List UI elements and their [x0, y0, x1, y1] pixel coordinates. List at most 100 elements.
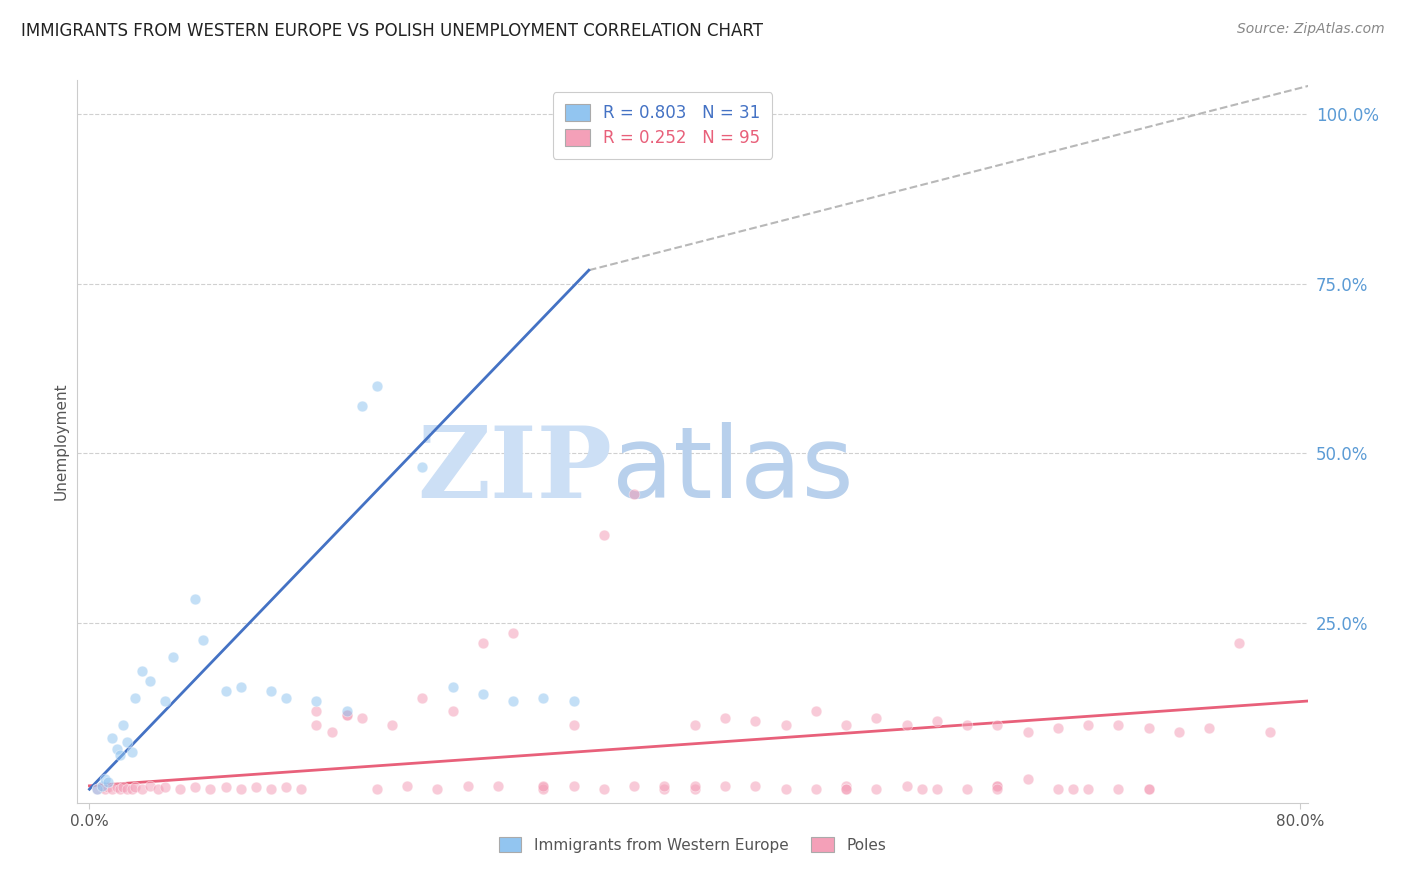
Point — [411, 460, 433, 475]
Point — [153, 780, 176, 795]
Point — [260, 684, 283, 698]
Point — [350, 711, 373, 725]
Point — [531, 690, 554, 705]
Point — [336, 707, 359, 722]
Point — [101, 782, 124, 797]
Point — [502, 694, 524, 708]
Point — [744, 714, 766, 729]
Point — [1258, 724, 1281, 739]
Point — [1017, 724, 1039, 739]
Point — [1137, 782, 1160, 797]
Point — [411, 690, 433, 705]
Point — [486, 779, 509, 793]
Point — [683, 782, 706, 797]
Point — [290, 782, 312, 797]
Point — [1077, 718, 1099, 732]
Point — [1168, 724, 1191, 739]
Point — [105, 780, 128, 795]
Point — [441, 704, 464, 718]
Point — [562, 718, 585, 732]
Point — [162, 649, 184, 664]
Point — [593, 782, 616, 797]
Point — [896, 718, 918, 732]
Point — [90, 779, 112, 793]
Point — [97, 780, 120, 795]
Point — [471, 687, 494, 701]
Point — [1046, 721, 1069, 735]
Point — [366, 378, 388, 392]
Point — [121, 745, 143, 759]
Point — [260, 782, 283, 797]
Point — [986, 779, 1008, 793]
Point — [986, 779, 1008, 793]
Point — [117, 735, 139, 749]
Point — [775, 718, 797, 732]
Point — [744, 779, 766, 793]
Point — [214, 780, 236, 795]
Point — [396, 779, 419, 793]
Point — [1062, 782, 1084, 797]
Point — [911, 782, 934, 797]
Point — [531, 780, 554, 795]
Point — [93, 782, 115, 797]
Point — [305, 704, 328, 718]
Point — [200, 782, 222, 797]
Point — [804, 704, 827, 718]
Point — [562, 779, 585, 793]
Point — [683, 718, 706, 732]
Point — [90, 780, 112, 795]
Point — [654, 779, 676, 793]
Text: Source: ZipAtlas.com: Source: ZipAtlas.com — [1237, 22, 1385, 37]
Point — [146, 782, 169, 797]
Point — [86, 782, 108, 797]
Point — [184, 780, 207, 795]
Point — [804, 782, 827, 797]
Point — [623, 487, 645, 501]
Point — [835, 782, 858, 797]
Point — [131, 664, 153, 678]
Point — [245, 780, 267, 795]
Y-axis label: Unemployment: Unemployment — [53, 383, 69, 500]
Point — [139, 779, 162, 793]
Point — [124, 690, 146, 705]
Point — [1077, 782, 1099, 797]
Point — [108, 782, 131, 797]
Point — [153, 694, 176, 708]
Point — [531, 779, 554, 793]
Point — [1017, 772, 1039, 786]
Point — [925, 714, 948, 729]
Point — [502, 626, 524, 640]
Point — [105, 741, 128, 756]
Point — [276, 780, 298, 795]
Point — [86, 782, 108, 797]
Point — [593, 528, 616, 542]
Point — [139, 673, 162, 688]
Legend: Immigrants from Western Europe, Poles: Immigrants from Western Europe, Poles — [491, 829, 894, 860]
Point — [321, 724, 343, 739]
Point — [426, 782, 449, 797]
Point — [1137, 721, 1160, 735]
Point — [121, 782, 143, 797]
Point — [101, 731, 124, 746]
Text: atlas: atlas — [613, 422, 853, 519]
Point — [986, 718, 1008, 732]
Point — [381, 718, 404, 732]
Point — [169, 782, 191, 797]
Point — [865, 711, 887, 725]
Point — [986, 782, 1008, 797]
Point — [276, 690, 298, 705]
Point — [654, 782, 676, 797]
Point — [835, 782, 858, 797]
Point — [471, 636, 494, 650]
Point — [865, 782, 887, 797]
Point — [131, 782, 153, 797]
Point — [623, 779, 645, 793]
Point — [925, 782, 948, 797]
Point — [562, 694, 585, 708]
Point — [191, 632, 214, 647]
Point — [775, 782, 797, 797]
Point — [336, 704, 359, 718]
Point — [956, 782, 979, 797]
Point — [683, 779, 706, 793]
Point — [214, 684, 236, 698]
